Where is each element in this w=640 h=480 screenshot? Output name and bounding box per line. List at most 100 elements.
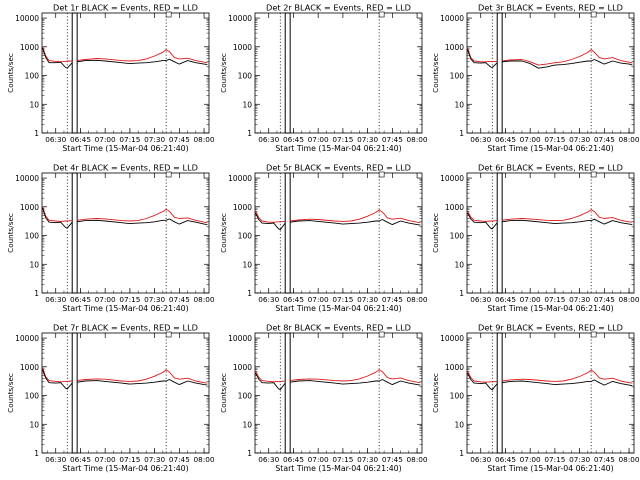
- panel-det-2: Det 2r BLACK = Events, RED = LLD 1 10 100 10…: [219, 3, 428, 154]
- panel-det-5: Det 5r BLACK = Events, RED = LLD 1 10 100 10…: [219, 163, 428, 314]
- x-tick-label: 07:30: [144, 295, 165, 304]
- x-tick-label: 07:45: [169, 455, 190, 464]
- y-tick-label: 100: [25, 392, 40, 401]
- data-gap-box: [496, 12, 503, 134]
- plot-frame: [254, 172, 423, 294]
- x-tick-label: 07:45: [594, 295, 615, 304]
- x-tick-label: 07:30: [357, 135, 378, 144]
- y-tick-label: 1: [459, 129, 464, 138]
- series-line-events: [255, 372, 421, 391]
- y-tick-label: 10000: [15, 334, 39, 343]
- y-axis-label: Counts/sec: [431, 373, 440, 413]
- x-tick-label: 07:00: [308, 295, 329, 304]
- x-tick-label: 06:30: [470, 295, 491, 304]
- series-line-lld: [42, 46, 208, 64]
- y-tick-label: 10: [454, 420, 464, 429]
- series-line-events: [255, 212, 421, 231]
- x-tick-label: 07:45: [594, 135, 615, 144]
- x-tick-label: 07:00: [520, 455, 541, 464]
- y-tick-label: 10: [454, 260, 464, 269]
- x-tick-label: 06:30: [258, 135, 279, 144]
- y-tick-label: 1000: [445, 203, 464, 212]
- x-tick-label: 06:45: [70, 135, 91, 144]
- plot-frame: [254, 332, 423, 454]
- data-gap-box: [71, 332, 78, 454]
- y-tick-label: 1000: [233, 203, 252, 212]
- y-axis-label: Counts/sec: [431, 53, 440, 93]
- x-tick-label: 08:00: [194, 135, 215, 144]
- y-tick-label: 10: [242, 260, 252, 269]
- series-line-events: [467, 49, 633, 69]
- x-tick-label: 07:15: [544, 135, 565, 144]
- y-tick-label: 10000: [440, 174, 464, 183]
- x-tick-label: 06:45: [495, 135, 516, 144]
- panel-title: Det 8r BLACK = Events, RED = LLD: [266, 323, 411, 333]
- x-tick-label: 06:30: [45, 455, 66, 464]
- top-marker: [165, 11, 172, 18]
- x-axis-label: Start Time (15-Mar-04 06:21:40): [62, 304, 188, 313]
- x-tick-label: 07:15: [544, 455, 565, 464]
- x-tick-label: 07:30: [569, 135, 590, 144]
- x-tick-label: 07:30: [144, 455, 165, 464]
- x-tick-label: 07:15: [332, 295, 353, 304]
- y-tick-label: 100: [450, 392, 465, 401]
- x-tick-label: 07:15: [332, 455, 353, 464]
- x-tick-label: 07:30: [569, 295, 590, 304]
- x-tick-label: 06:45: [70, 455, 91, 464]
- x-tick-label: 06:30: [258, 455, 279, 464]
- panel-title: Det 9r BLACK = Events, RED = LLD: [478, 323, 623, 333]
- x-tick-label: 08:00: [619, 455, 640, 464]
- y-tick-label: 1: [247, 129, 252, 138]
- plot-frame: [254, 12, 423, 134]
- y-tick-label: 1000: [20, 43, 39, 52]
- x-tick-label: 08:00: [619, 135, 640, 144]
- x-axis-label: Start Time (15-Mar-04 06:21:40): [275, 144, 401, 153]
- y-axis-label: Counts/sec: [219, 53, 228, 93]
- series-line-lld: [467, 47, 633, 66]
- series-line-lld: [42, 367, 208, 384]
- x-tick-label: 07:45: [169, 135, 190, 144]
- x-tick-label: 06:45: [283, 295, 304, 304]
- top-marker: [378, 11, 385, 18]
- x-tick-label: 06:30: [258, 295, 279, 304]
- panel-title: Det 3r BLACK = Events, RED = LLD: [478, 3, 623, 13]
- y-tick-label: 1000: [233, 43, 252, 52]
- data-gap-box: [71, 172, 78, 294]
- y-tick-label: 1: [459, 449, 464, 458]
- x-tick-label: 06:45: [495, 295, 516, 304]
- y-tick-label: 1000: [20, 363, 39, 372]
- panel-title: Det 2r BLACK = Events, RED = LLD: [266, 3, 411, 13]
- y-tick-label: 1: [34, 289, 39, 298]
- panel-title: Det 7r BLACK = Events, RED = LLD: [53, 323, 198, 333]
- x-tick-label: 08:00: [407, 295, 428, 304]
- x-tick-label: 06:45: [283, 455, 304, 464]
- x-tick-label: 07:00: [520, 135, 541, 144]
- series-line-events: [42, 369, 208, 390]
- y-tick-label: 10: [242, 100, 252, 109]
- plot-frame: [466, 332, 635, 454]
- x-tick-label: 07:15: [332, 135, 353, 144]
- data-gap-box: [284, 12, 291, 134]
- plot-frame: [41, 332, 210, 454]
- y-tick-label: 10000: [440, 334, 464, 343]
- x-tick-label: 06:45: [495, 455, 516, 464]
- y-axis-label: Counts/sec: [219, 373, 228, 413]
- y-tick-label: 10000: [228, 174, 252, 183]
- y-tick-label: 1: [34, 449, 39, 458]
- y-axis-label: Counts/sec: [6, 53, 15, 93]
- y-tick-label: 100: [450, 72, 465, 81]
- x-tick-label: 07:30: [357, 455, 378, 464]
- x-axis-label: Start Time (15-Mar-04 06:21:40): [62, 464, 188, 473]
- x-tick-label: 08:00: [619, 295, 640, 304]
- series-line-events: [467, 372, 633, 391]
- y-tick-label: 10: [29, 420, 39, 429]
- panel-det-9: Det 9r BLACK = Events, RED = LLD 1 10 100 10…: [431, 323, 640, 474]
- x-tick-label: 06:45: [283, 135, 304, 144]
- x-axis-label: Start Time (15-Mar-04 06:21:40): [487, 304, 613, 313]
- x-tick-label: 06:30: [470, 455, 491, 464]
- x-tick-label: 07:00: [308, 135, 329, 144]
- top-marker: [590, 331, 597, 338]
- y-tick-label: 10: [29, 100, 39, 109]
- panel-title: Det 5r BLACK = Events, RED = LLD: [266, 163, 411, 173]
